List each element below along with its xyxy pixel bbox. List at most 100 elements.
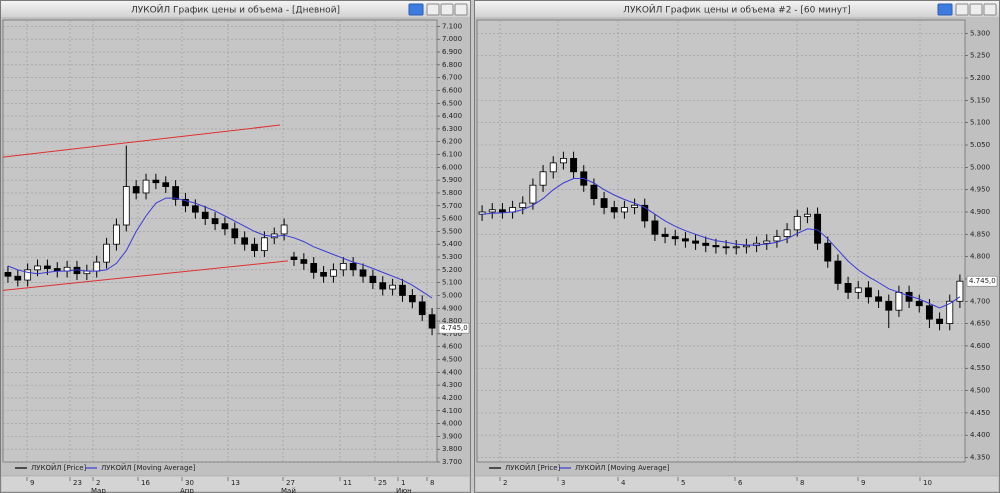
candle-body: [651, 220, 659, 235]
y-tick-label: 5.500: [442, 227, 462, 235]
candle-body: [681, 238, 689, 242]
y-tick-label: 5.300: [442, 253, 462, 261]
x-tick-label: 2: [503, 479, 507, 487]
last-price-label: 4.745,0: [441, 324, 468, 332]
candle-body: [742, 245, 750, 248]
candle-body: [529, 184, 537, 204]
candle-body: [142, 179, 150, 194]
x-tick-label: 9: [861, 479, 865, 487]
x-tick-label: 27: [286, 479, 295, 487]
candle-body: [610, 207, 618, 213]
candle-body: [251, 243, 258, 252]
candle-body: [211, 218, 219, 225]
moving-average-line: [7, 197, 433, 299]
y-tick-label: 4.550: [970, 364, 990, 372]
y-tick-label: 3.900: [442, 432, 462, 440]
close-button[interactable]: [454, 3, 468, 16]
candle-body: [661, 233, 669, 237]
y-tick-label: 4.700: [442, 330, 462, 338]
candle-body: [600, 198, 608, 208]
candle-body: [559, 158, 567, 164]
minimize-button[interactable]: [426, 3, 440, 16]
x-tick-label: 1: [401, 479, 405, 487]
x-tick-label: 4: [621, 479, 626, 487]
y-tick-label: 4.950: [970, 186, 990, 194]
candle-body: [330, 269, 337, 277]
y-tick-label: 4.700: [970, 297, 990, 305]
last-price-box: [966, 275, 998, 287]
y-tick-label: 4.800: [970, 253, 990, 261]
y-tick-label: 5.200: [970, 74, 990, 82]
y-tick-label: 4.500: [442, 356, 462, 364]
edit-button[interactable]: [408, 3, 424, 16]
x-month-label: Май: [281, 487, 296, 493]
candle-body: [844, 283, 852, 293]
y-tick-label: 5.150: [970, 96, 990, 104]
y-tick-label: 5.300: [970, 29, 990, 37]
candle-body: [132, 186, 140, 194]
y-tick-label: 5.050: [970, 141, 990, 149]
candle-body: [488, 209, 496, 213]
candle-body: [14, 275, 22, 281]
candle-body: [369, 275, 377, 284]
minimize-button[interactable]: [955, 3, 969, 16]
x-tick-label: 3: [561, 479, 565, 487]
candle-body: [93, 261, 101, 272]
candle-body: [814, 213, 822, 244]
y-tick-label: 7.000: [442, 35, 462, 43]
candle-body: [408, 295, 416, 303]
y-tick-label: 3.700: [442, 458, 462, 466]
x-tick-label: 6: [738, 479, 743, 487]
x-tick-label: 8: [430, 479, 434, 487]
candle-body: [290, 256, 298, 260]
trendline: [2, 260, 289, 291]
candle-body: [925, 305, 933, 320]
y-tick-label: 5.600: [442, 215, 462, 223]
y-tick-label: 4.650: [970, 320, 990, 328]
legend-label: ЛУКОЙЛ [Moving Average]: [575, 463, 670, 472]
close-button[interactable]: [983, 3, 997, 16]
candle-body: [854, 287, 862, 293]
candle-body: [399, 284, 406, 296]
candle-body: [824, 242, 832, 262]
last-price-label: 4.745,0: [969, 277, 996, 285]
candle-body: [793, 216, 801, 231]
candle-body: [519, 202, 527, 208]
x-month-label: Мар: [91, 487, 106, 493]
x-tick-label: 13: [231, 479, 240, 487]
y-tick-label: 3.800: [442, 445, 462, 453]
y-tick-label: 5.000: [442, 291, 462, 299]
y-tick-label: 4.000: [442, 420, 462, 428]
y-tick-label: 5.900: [442, 176, 462, 184]
axis-strip: [0, 475, 471, 493]
y-tick-label: 6.900: [442, 48, 462, 56]
candle-body: [261, 237, 268, 252]
candle-body: [956, 280, 964, 302]
candle-body: [763, 240, 771, 244]
candle-body: [631, 204, 639, 208]
y-tick-label: 5.100: [970, 119, 990, 127]
y-tick-label: 6.100: [442, 151, 462, 159]
y-tick-label: 4.850: [970, 230, 990, 238]
x-tick-label: 16: [141, 479, 150, 487]
candle-body: [946, 300, 954, 324]
candle-body: [300, 259, 308, 264]
candle-body: [732, 246, 740, 249]
y-tick-label: 6.000: [442, 163, 462, 171]
candle-body: [34, 265, 41, 271]
y-tick-label: 6.800: [442, 61, 462, 69]
candle-body: [349, 263, 357, 271]
y-tick-label: 5.000: [970, 163, 990, 171]
candle-body: [113, 224, 120, 245]
edit-button[interactable]: [937, 3, 953, 16]
y-tick-label: 4.600: [442, 343, 462, 351]
candle-body: [103, 243, 110, 263]
title-bar: [475, 1, 999, 17]
x-tick-label: 10: [923, 479, 932, 487]
x-month-label: Июн: [396, 487, 412, 493]
x-tick-label: 30: [185, 479, 194, 487]
y-tick-label: 6.400: [442, 112, 462, 120]
candle-body: [864, 287, 872, 298]
maximize-button[interactable]: [440, 3, 454, 16]
maximize-button[interactable]: [969, 3, 983, 16]
